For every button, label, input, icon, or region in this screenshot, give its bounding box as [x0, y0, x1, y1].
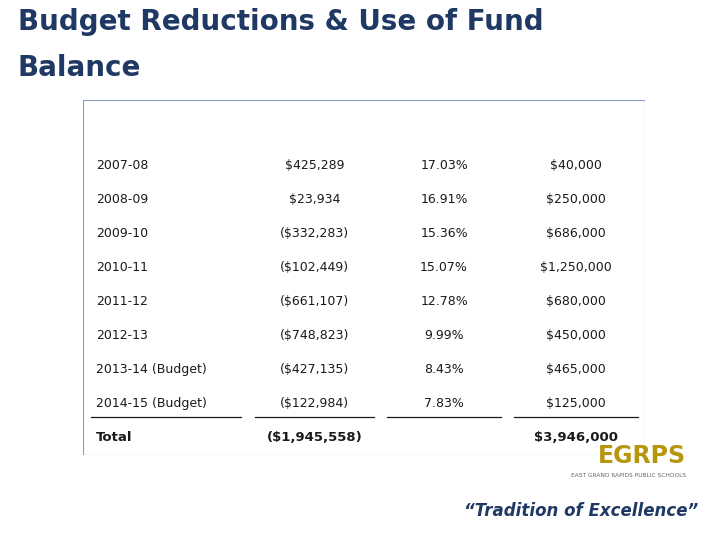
Text: 2009-10: 2009-10 — [96, 227, 148, 240]
Text: 7.83%: 7.83% — [424, 397, 464, 410]
Text: 9.99%: 9.99% — [424, 329, 464, 342]
Text: $425,289: $425,289 — [285, 159, 345, 172]
Text: 17.03%: 17.03% — [420, 159, 468, 172]
Text: $1,250,000: $1,250,000 — [540, 261, 612, 274]
Text: $40,000: $40,000 — [550, 159, 602, 172]
Text: 2007-08: 2007-08 — [96, 159, 148, 172]
Text: EAST GRAND RAPIDS PUBLIC SCHOOLS: EAST GRAND RAPIDS PUBLIC SCHOOLS — [571, 474, 686, 478]
Text: ($748,823): ($748,823) — [280, 329, 349, 342]
Text: $250,000: $250,000 — [546, 193, 606, 206]
Text: ($122,984): ($122,984) — [280, 397, 349, 410]
Text: $23,934: $23,934 — [289, 193, 341, 206]
Text: 2008-09: 2008-09 — [96, 193, 148, 206]
Text: Change in
Fund Balance: Change in Fund Balance — [271, 110, 359, 138]
Text: 2013-14 (Budget): 2013-14 (Budget) — [96, 363, 207, 376]
Text: ($661,107): ($661,107) — [280, 295, 349, 308]
Text: ($102,449): ($102,449) — [280, 261, 349, 274]
Text: EGRPS: EGRPS — [598, 443, 686, 468]
Text: ($427,135): ($427,135) — [280, 363, 349, 376]
Text: 15.36%: 15.36% — [420, 227, 468, 240]
Text: $465,000: $465,000 — [546, 363, 606, 376]
Text: $450,000: $450,000 — [546, 329, 606, 342]
Text: “Tradition of Excellence”: “Tradition of Excellence” — [464, 502, 698, 520]
Text: 2014-15 (Budget): 2014-15 (Budget) — [96, 397, 207, 410]
Text: 2010-11: 2010-11 — [96, 261, 148, 274]
Text: Budget
Reductions: Budget Reductions — [539, 110, 613, 138]
Text: Total: Total — [96, 431, 132, 444]
Text: 2011-12: 2011-12 — [96, 295, 148, 308]
Text: ($1,945,558): ($1,945,558) — [267, 431, 363, 444]
Text: $680,000: $680,000 — [546, 295, 606, 308]
Text: 16.91%: 16.91% — [420, 193, 468, 206]
Text: Ending Fund
Balance %: Ending Fund Balance % — [403, 110, 485, 138]
Text: ($332,283): ($332,283) — [280, 227, 349, 240]
Text: $3,946,000: $3,946,000 — [534, 431, 618, 444]
Text: $125,000: $125,000 — [546, 397, 606, 410]
Text: 2012-13: 2012-13 — [96, 329, 148, 342]
Text: 15.07%: 15.07% — [420, 261, 468, 274]
Text: 8.43%: 8.43% — [424, 363, 464, 376]
Text: Budget Reductions & Use of Fund: Budget Reductions & Use of Fund — [18, 8, 544, 36]
Text: Balance: Balance — [18, 54, 141, 82]
Text: $686,000: $686,000 — [546, 227, 606, 240]
Text: 12.78%: 12.78% — [420, 295, 468, 308]
